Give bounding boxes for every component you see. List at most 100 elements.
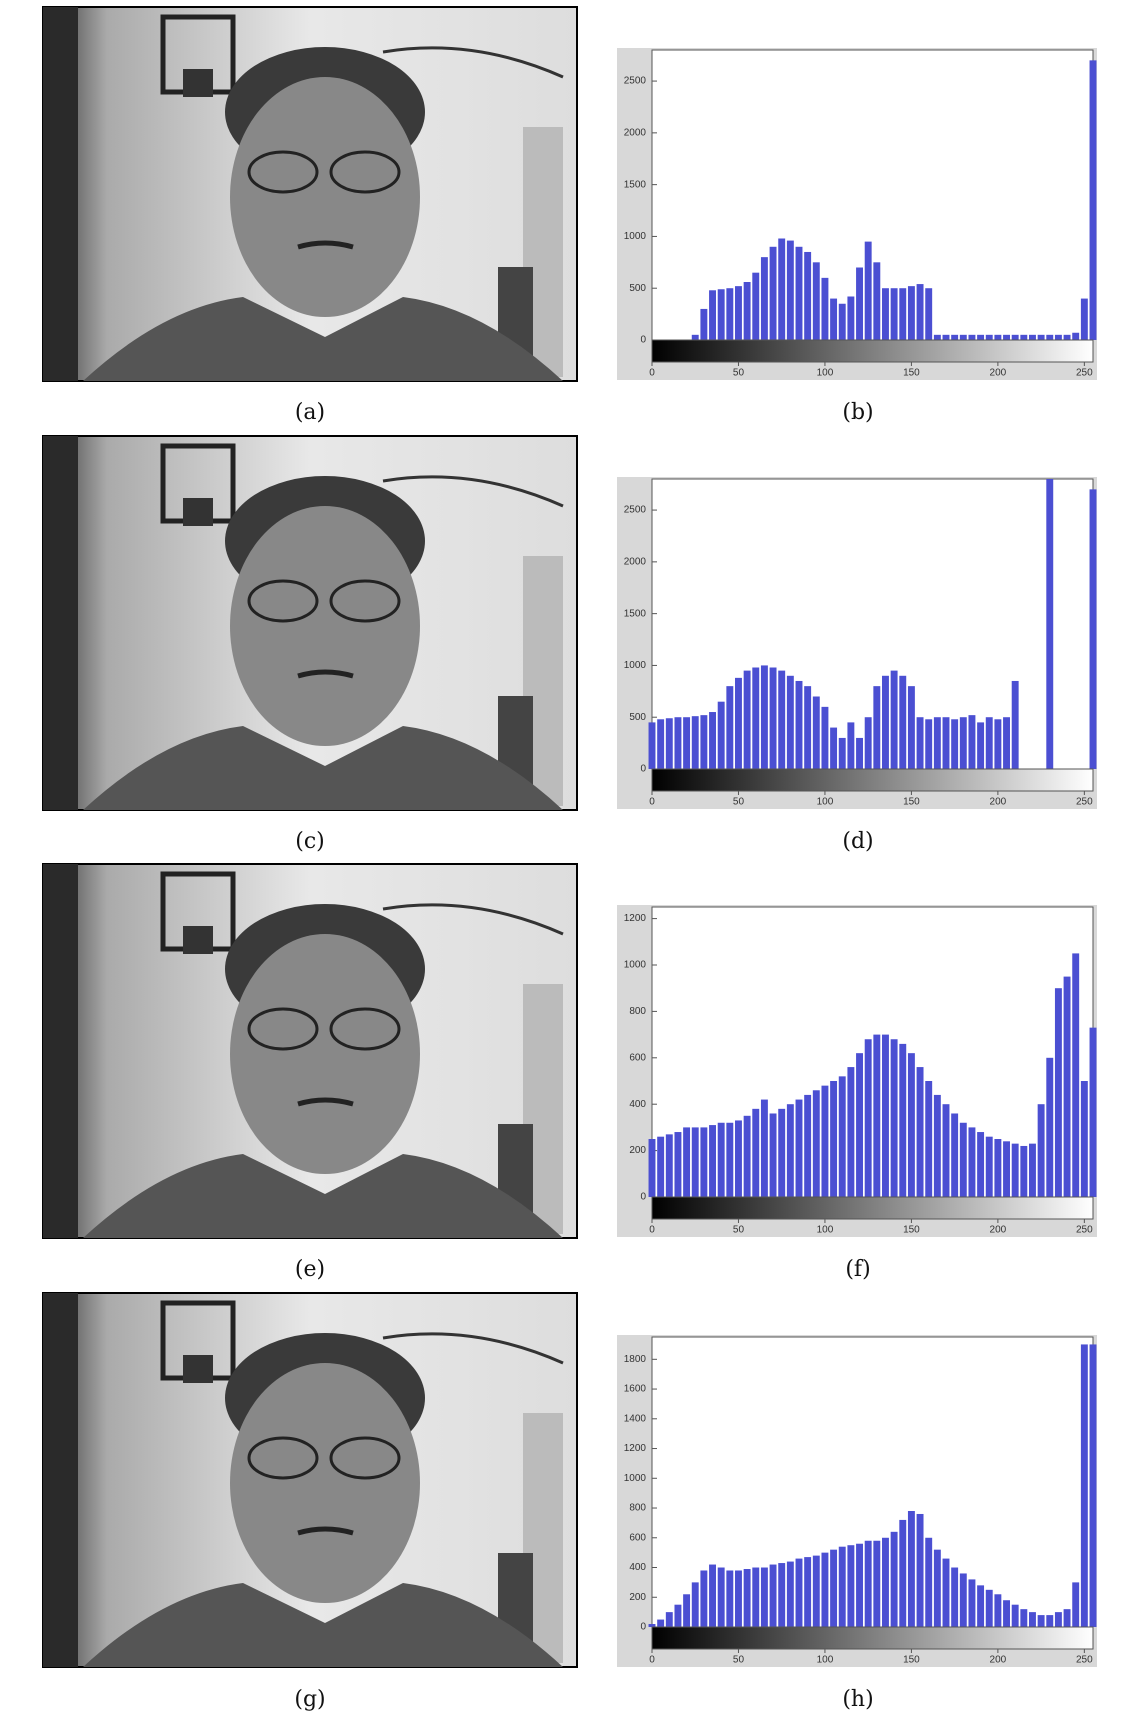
bar <box>830 1549 838 1627</box>
bar <box>821 1085 829 1197</box>
y-tick-label: 500 <box>629 712 646 723</box>
bar <box>882 1034 889 1197</box>
bar <box>752 1567 760 1627</box>
y-tick-label: 500 <box>629 283 646 294</box>
caption: (b) <box>842 400 873 425</box>
y-tick-label: 1000 <box>624 660 647 671</box>
bar <box>752 1108 760 1197</box>
bar <box>864 1039 872 1197</box>
caption: (e) <box>295 1257 325 1282</box>
bar <box>657 719 665 769</box>
y-tick-label: 0 <box>640 764 646 775</box>
y-tick-label: 1000 <box>624 1473 647 1484</box>
bar <box>821 277 829 340</box>
bar <box>665 1612 673 1627</box>
bar <box>795 1558 803 1627</box>
bar <box>1072 1582 1080 1627</box>
colorbar <box>651 768 1094 792</box>
bar <box>1020 1609 1028 1627</box>
bar <box>1080 1081 1088 1197</box>
x-tick-label: 100 <box>817 368 834 379</box>
bar <box>959 1573 967 1627</box>
caption: (c) <box>295 829 325 854</box>
bar <box>726 686 734 769</box>
bar <box>959 717 967 769</box>
plot-area <box>651 906 1094 1198</box>
y-tick-label: 1200 <box>624 1443 647 1454</box>
bar <box>1011 1604 1019 1627</box>
bar <box>648 722 656 769</box>
bar <box>985 1136 993 1197</box>
bar <box>838 303 846 340</box>
bar <box>916 284 924 340</box>
photo <box>43 7 577 381</box>
bar <box>985 334 993 340</box>
bar <box>907 1053 915 1197</box>
x-tick-label: 200 <box>990 1225 1007 1236</box>
bar <box>674 1604 682 1627</box>
bar <box>1003 1600 1010 1627</box>
bar <box>830 727 838 769</box>
y-tick-label: 800 <box>629 1006 646 1017</box>
x-tick-label: 0 <box>649 797 655 808</box>
bar <box>1089 1344 1097 1627</box>
y-tick-label: 1000 <box>624 231 647 242</box>
x-tick-label: 250 <box>1076 797 1093 808</box>
bar <box>994 1594 1002 1627</box>
bar <box>726 288 734 340</box>
bar <box>726 1570 734 1627</box>
bar <box>942 1104 950 1197</box>
bar <box>830 298 838 340</box>
bar <box>717 289 725 340</box>
bar <box>856 1543 863 1627</box>
bar <box>977 334 985 340</box>
bar <box>1037 1615 1045 1627</box>
x-tick-label: 250 <box>1076 368 1093 379</box>
bar <box>933 334 941 340</box>
bar <box>951 719 959 769</box>
bar <box>985 717 993 769</box>
bar <box>726 1122 734 1197</box>
bar <box>890 1531 898 1627</box>
bar <box>968 715 976 769</box>
bar <box>709 1125 716 1197</box>
bar <box>1080 1344 1088 1627</box>
caption: (d) <box>842 829 873 854</box>
bar <box>1029 1143 1036 1197</box>
y-tick-label: 0 <box>640 1622 646 1633</box>
bar <box>717 701 725 769</box>
bar <box>691 1127 699 1197</box>
bar <box>804 686 812 769</box>
y-tick-label: 200 <box>629 1145 646 1156</box>
bar <box>1029 334 1036 340</box>
caption: (f) <box>845 1257 870 1282</box>
bar <box>942 717 950 769</box>
x-tick-label: 250 <box>1076 1655 1093 1666</box>
bar <box>735 1570 742 1627</box>
bar <box>760 1567 768 1627</box>
bar <box>648 1139 656 1197</box>
bar <box>951 334 959 340</box>
bar <box>1037 334 1045 340</box>
bar <box>873 262 881 340</box>
bar <box>1003 1141 1010 1197</box>
bar <box>838 1546 846 1627</box>
y-tick-label: 1500 <box>624 608 647 619</box>
photo <box>43 1293 577 1667</box>
y-tick-label: 2000 <box>624 556 647 567</box>
bar <box>812 262 820 340</box>
bar <box>847 722 855 769</box>
bar <box>933 1094 941 1197</box>
bar <box>1054 1612 1062 1627</box>
bar <box>977 1132 985 1197</box>
bar <box>968 1579 976 1627</box>
bar <box>1080 298 1088 340</box>
bar <box>743 282 751 340</box>
bar <box>873 1540 881 1627</box>
bar <box>674 717 682 769</box>
bar <box>838 737 846 769</box>
bar <box>691 716 699 769</box>
bar <box>951 1113 959 1197</box>
bar <box>657 1619 665 1627</box>
bar <box>977 1585 985 1627</box>
